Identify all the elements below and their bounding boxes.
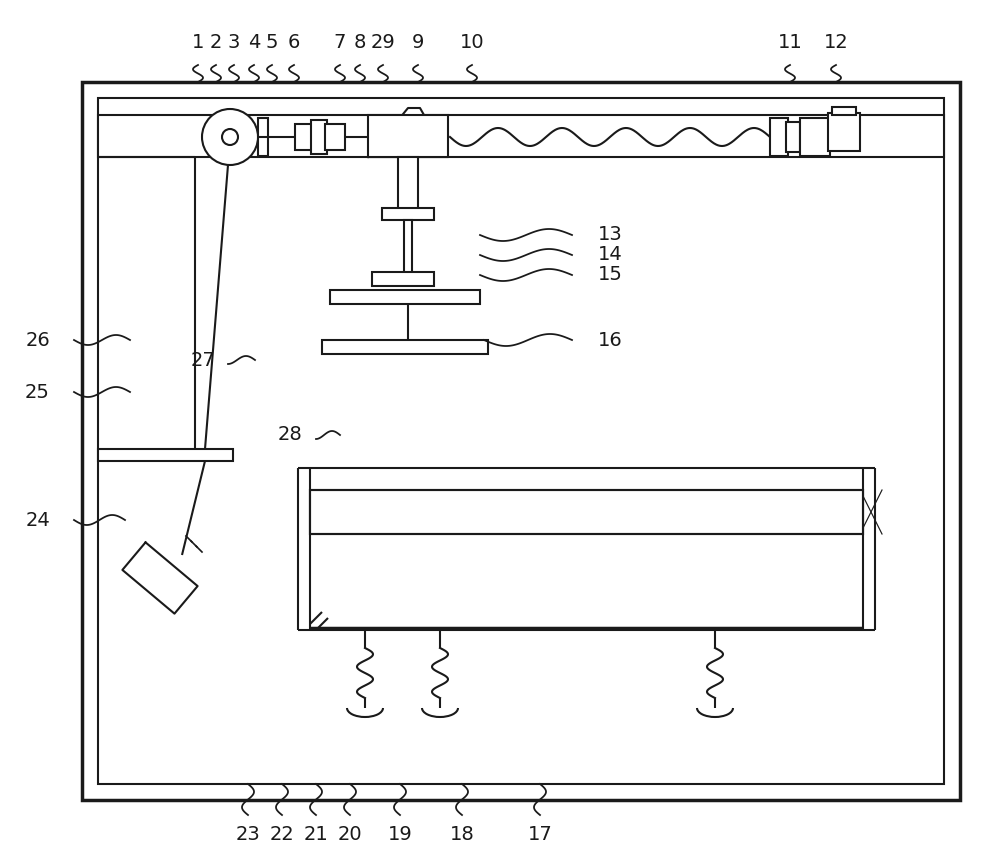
Bar — [325, 124, 345, 150]
Bar — [404, 220, 412, 275]
Bar — [310, 490, 863, 534]
Bar — [295, 124, 313, 150]
Bar — [398, 157, 418, 212]
Polygon shape — [122, 543, 198, 614]
Text: 8: 8 — [354, 32, 366, 51]
Text: 5: 5 — [266, 32, 278, 51]
Circle shape — [202, 109, 258, 165]
Bar — [98, 98, 944, 784]
Bar — [786, 122, 800, 152]
Text: 27: 27 — [190, 350, 215, 369]
Bar — [82, 82, 960, 800]
Circle shape — [222, 129, 238, 145]
Polygon shape — [368, 108, 448, 157]
Text: 10: 10 — [460, 32, 484, 51]
Bar — [832, 107, 856, 115]
Text: 7: 7 — [334, 32, 346, 51]
Text: 20: 20 — [338, 825, 362, 844]
Bar — [382, 208, 434, 220]
Bar — [310, 490, 863, 534]
Text: 23: 23 — [236, 825, 260, 844]
Text: 29: 29 — [371, 32, 395, 51]
Text: 12: 12 — [824, 32, 848, 51]
Text: 26: 26 — [25, 330, 50, 349]
Bar — [368, 115, 448, 157]
Bar — [828, 113, 860, 151]
Text: 2: 2 — [210, 32, 222, 51]
Bar — [330, 290, 480, 304]
Bar — [372, 272, 434, 286]
Text: 24: 24 — [25, 511, 50, 530]
Bar — [322, 340, 488, 354]
Bar — [311, 120, 327, 154]
Text: 16: 16 — [598, 330, 623, 349]
Text: 3: 3 — [228, 32, 240, 51]
Text: 15: 15 — [598, 265, 623, 284]
Text: 21: 21 — [304, 825, 328, 844]
Text: 17: 17 — [528, 825, 552, 844]
Text: 1: 1 — [192, 32, 204, 51]
Bar — [98, 115, 944, 157]
Text: 14: 14 — [598, 245, 623, 264]
Text: 25: 25 — [25, 382, 50, 401]
Text: 11: 11 — [778, 32, 802, 51]
Text: 22: 22 — [270, 825, 294, 844]
Bar — [800, 118, 830, 156]
Bar — [258, 118, 268, 156]
Bar — [770, 118, 788, 156]
Bar — [98, 449, 233, 461]
Text: 6: 6 — [288, 32, 300, 51]
Text: 28: 28 — [277, 426, 302, 445]
Text: 4: 4 — [248, 32, 260, 51]
Text: 9: 9 — [412, 32, 424, 51]
Text: 19: 19 — [388, 825, 412, 844]
Text: 13: 13 — [598, 225, 623, 244]
Text: 18: 18 — [450, 825, 474, 844]
